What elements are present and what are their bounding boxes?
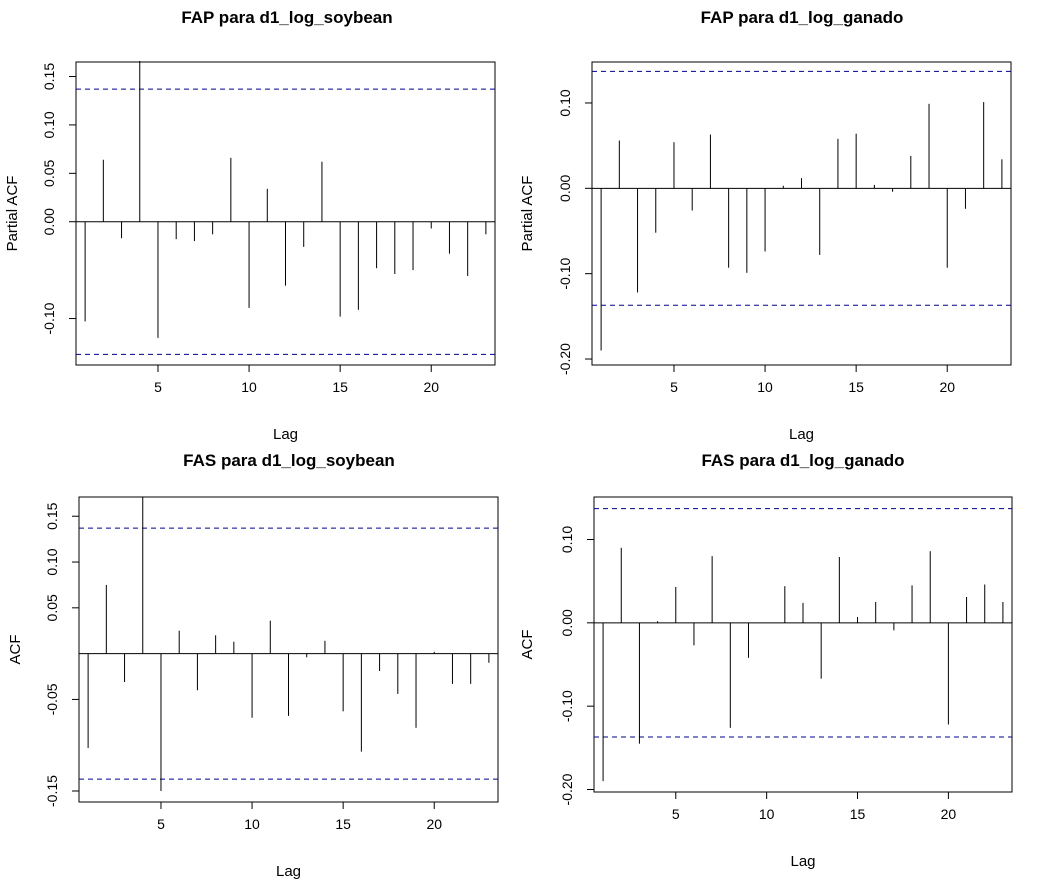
panel-1-y-axis-label: Partial ACF (4, 176, 21, 252)
panel-3-x-tick-label: 15 (335, 816, 351, 832)
panel-1-x-tick-label: 5 (154, 379, 162, 395)
panel-1-x-tick-label: 10 (241, 379, 257, 395)
panel-3-y-tick-label: 0.05 (44, 594, 60, 621)
panel-1-y-tick-label: 0.00 (41, 208, 57, 235)
panel-1-x-tick-label: 20 (423, 379, 439, 395)
panel-1-y-tick-label: 0.10 (41, 111, 57, 138)
panel-3-x-axis-label: Lag (276, 863, 301, 880)
panel-2-x-tick-label: 5 (670, 379, 678, 395)
panel-4-plot-frame (593, 496, 1013, 793)
panel-3-x-tick-label: 20 (426, 816, 442, 832)
panel-3-x-tick-label: 5 (157, 816, 165, 832)
panel-3-y-tick-label: -0.05 (44, 683, 60, 715)
panel-1-title: FAP para d1_log_soybean (181, 8, 392, 27)
panel-1-plot-frame (75, 61, 496, 366)
panel-4-y-axis-label: ACF (519, 630, 536, 660)
panel-3-plot-frame (78, 496, 499, 803)
panel-2-title: FAP para d1_log_ganado (701, 8, 904, 27)
panel-3-y-tick-label: 0.10 (44, 548, 60, 575)
panel-1-x-tick-label: 15 (332, 379, 348, 395)
panel-2-y-tick-label: 0.00 (557, 174, 573, 201)
panel-2-y-axis-label: Partial ACF (519, 176, 536, 252)
panel-4-y-tick-label: -0.20 (559, 773, 575, 805)
panel-4-y-tick-label: 0.00 (559, 609, 575, 636)
panel-2-x-tick-label: 15 (848, 379, 864, 395)
panel-1-x-axis-label: Lag (273, 426, 298, 443)
panel-2-plot-frame (591, 61, 1012, 366)
panel-3-x-tick-label: 10 (244, 816, 260, 832)
panel-2-x-axis-label: Lag (789, 426, 814, 443)
panel-2-x-tick-label: 20 (939, 379, 955, 395)
panel-4-title: FAS para d1_log_ganado (701, 451, 904, 470)
panel-1-y-tick-label: 0.05 (41, 159, 57, 186)
panel-2-x-tick-label: 10 (757, 379, 773, 395)
panel-4-y-tick-label: 0.10 (559, 526, 575, 553)
panel-1-y-tick-label: -0.10 (41, 302, 57, 334)
panel-4-x-tick-label: 15 (850, 806, 866, 822)
panel-4-x-tick-label: 20 (941, 806, 957, 822)
panel-3-y-tick-label: 0.15 (44, 502, 60, 529)
panel-4-x-tick-label: 10 (759, 806, 775, 822)
panel-2-y-tick-label: -0.10 (557, 258, 573, 290)
panel-3-y-tick-label: -0.15 (44, 775, 60, 807)
panel-3-y-axis-label: ACF (7, 635, 24, 665)
panel-2-y-tick-label: -0.20 (557, 343, 573, 375)
panel-3-title: FAS para d1_log_soybean (183, 451, 395, 470)
panel-4-x-axis-label: Lag (790, 853, 815, 870)
panel-1-y-tick-label: 0.15 (41, 63, 57, 90)
panel-2-y-tick-label: 0.10 (557, 89, 573, 116)
panel-4-y-tick-label: -0.10 (559, 690, 575, 722)
panel-4-x-tick-label: 5 (672, 806, 680, 822)
